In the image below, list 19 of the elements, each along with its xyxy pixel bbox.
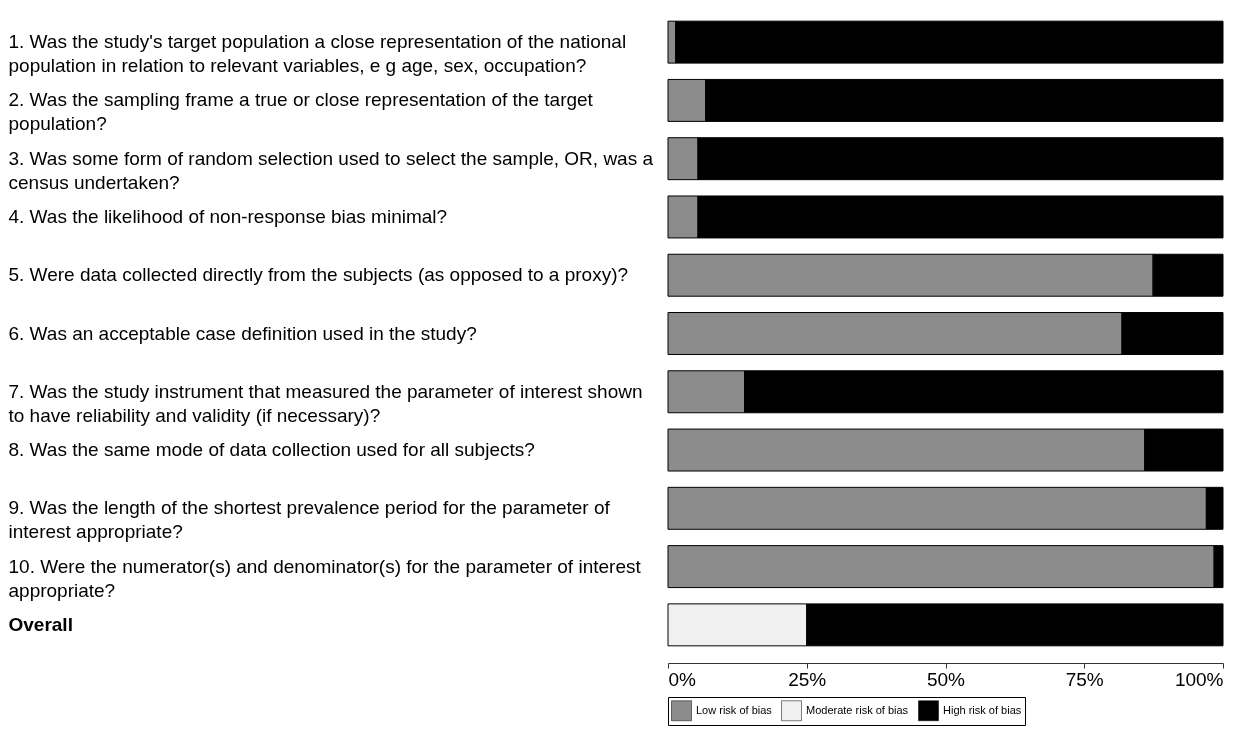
x-tick-label: 50% bbox=[926, 668, 966, 690]
y-tick-label: 9. Was the length of the shortest prevalence period for the parameter of interest appropriate? bbox=[8, 497, 611, 543]
legend-label: Low risk of bias bbox=[696, 703, 773, 716]
x-tick-label: 100% bbox=[1174, 668, 1224, 690]
y-tick-label: 1. Was the study's target population a close representation of the national population in relation to relevant variables, e g age, sex, occupation? bbox=[8, 31, 627, 77]
x-tick-label: 0% bbox=[668, 668, 697, 690]
y-tick-label: 10. Were the numerator(s) and denominator(s) for the parameter of interest appropriate? bbox=[8, 555, 642, 601]
x-tick-label: 25% bbox=[788, 668, 827, 690]
y-tick-label: 5. Were data collected directly from the subjects (as opposed to a proxy)? bbox=[8, 264, 629, 286]
y-tick-label: 6. Was an acceptable case definition used in the study? bbox=[8, 322, 477, 344]
y-tick-label: 4. Was the likelihood of non-response bias minimal? bbox=[8, 205, 448, 227]
y-tick-label: 3. Was some form of random selection used to select the sample, OR, was a census undertaken? bbox=[8, 147, 654, 193]
y-tick-label: Overall bbox=[8, 613, 73, 635]
x-tick-label: 75% bbox=[1065, 668, 1104, 690]
y-tick-label: 8. Was the same mode of data collection used for all subjects? bbox=[8, 439, 535, 461]
y-tick-label: 2. Was the sampling frame a true or close representation of the target population? bbox=[8, 89, 594, 135]
legend-label: Moderate risk of bias bbox=[806, 703, 909, 716]
legend-label: High risk of bias bbox=[943, 703, 1022, 716]
y-tick-label: 7. Was the study instrument that measured the parameter of interest shown to have reliability and validity (if necessary)? bbox=[8, 380, 643, 426]
